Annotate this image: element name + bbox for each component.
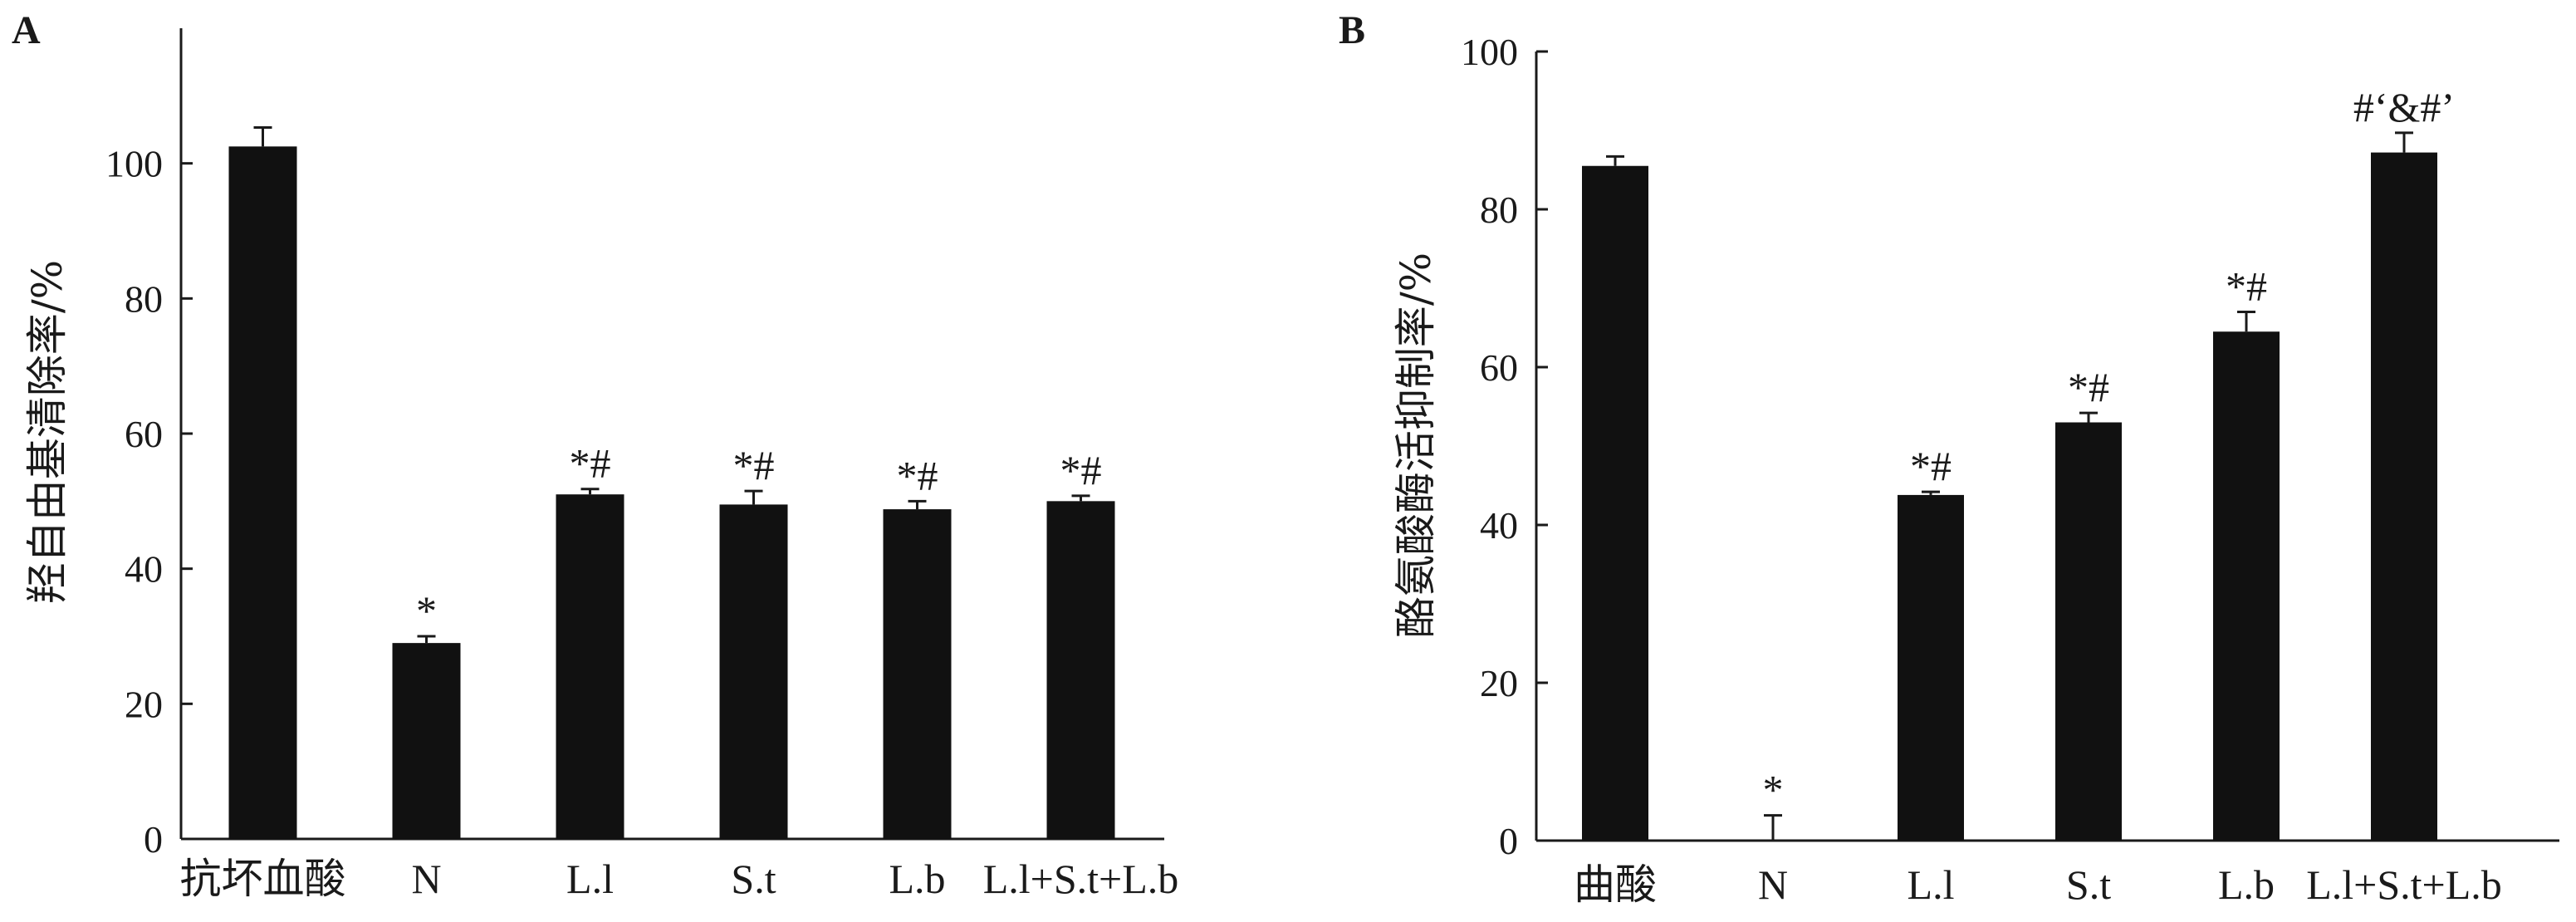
y-tick-label: 80 <box>1480 189 1518 231</box>
category-label: L.b <box>889 856 945 902</box>
bar <box>1898 494 1964 841</box>
category-label: L.l+S.t+L.b <box>983 856 1179 902</box>
y-tick-label: 0 <box>144 818 163 861</box>
significance-label: * <box>1763 767 1784 813</box>
category-label: S.t <box>2066 861 2111 908</box>
y-axis-label: 羟自由基清除率/% <box>23 260 71 604</box>
significance-label: *# <box>733 442 775 488</box>
y-tick-label: 40 <box>1480 504 1518 547</box>
significance-label: #‘&#’ <box>2353 84 2455 130</box>
bar <box>2213 331 2280 841</box>
chart-panel-a: A 0 20 40 60 80 100 羟自由基清除率/% 抗坏血酸 * N *# L.l *# S.t *#… <box>12 8 1178 903</box>
bar <box>556 494 624 839</box>
y-tick-label: 80 <box>125 277 163 320</box>
bar <box>883 509 952 839</box>
category-label: 抗坏血酸 <box>180 855 346 903</box>
category-label: S.t <box>731 856 776 902</box>
y-axis-label: 酪氨酸酶活抑制率/% <box>1392 253 1440 638</box>
significance-label: *# <box>1910 443 1952 489</box>
y-tick-label: 60 <box>125 413 163 455</box>
bar <box>1582 165 1648 841</box>
panel-label: B <box>1339 8 1365 52</box>
y-tick-label: 100 <box>105 143 163 185</box>
significance-label: *# <box>897 452 938 498</box>
chart-panel-b: B 0 20 40 60 80 100 酪氨酸酶活抑制率/% 曲酸 * N *# L.l *# S.t *# L… <box>1339 8 2559 909</box>
category-label: L.l+S.t+L.b <box>2306 861 2502 908</box>
significance-label: *# <box>2226 263 2267 310</box>
y-tick-label: 0 <box>1499 820 1518 862</box>
significance-label: * <box>416 587 437 634</box>
bar <box>1046 501 1115 839</box>
y-tick-label: 20 <box>125 683 163 725</box>
y-tick-label: 100 <box>1461 31 1518 73</box>
y-tick-label: 40 <box>125 548 163 591</box>
bar <box>228 146 297 840</box>
bar <box>719 504 788 839</box>
bar <box>392 643 461 839</box>
significance-label: *# <box>570 440 611 487</box>
bar <box>2371 152 2437 841</box>
significance-label: *# <box>2068 364 2109 410</box>
y-tick-label: 60 <box>1480 346 1518 389</box>
bar <box>2055 422 2122 841</box>
category-label: N <box>1758 861 1788 908</box>
category-label: L.b <box>2218 861 2275 908</box>
y-tick-label: 20 <box>1480 662 1518 704</box>
category-label: L.l <box>566 856 614 902</box>
panel-label: A <box>12 8 41 52</box>
category-label: 曲酸 <box>1574 861 1657 909</box>
category-label: N <box>411 856 441 902</box>
category-label: L.l <box>1908 861 1955 908</box>
significance-label: *# <box>1060 447 1102 493</box>
